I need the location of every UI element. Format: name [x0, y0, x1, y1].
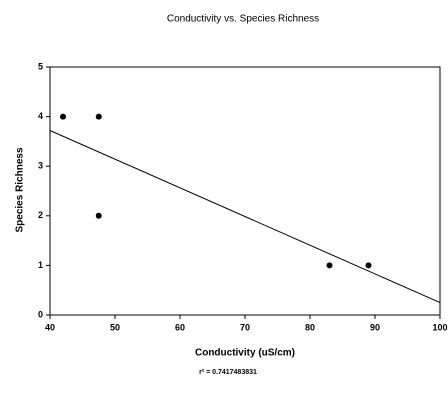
y-tick-label: 1 — [38, 260, 43, 270]
x-tick-label: 100 — [432, 322, 447, 332]
plot-frame — [49, 66, 441, 316]
y-tick-label: 4 — [38, 111, 43, 121]
point — [60, 113, 66, 120]
y-tick-label: 0 — [38, 309, 43, 319]
point — [95, 212, 102, 219]
point — [95, 113, 102, 120]
x-tick-label: 40 — [45, 322, 55, 332]
point — [326, 262, 333, 269]
y-tick-label: 3 — [38, 161, 43, 171]
x-tick-label: 90 — [370, 322, 380, 332]
trendline — [49, 130, 441, 304]
x-tick-label: 80 — [305, 322, 315, 332]
y-axis-label: Species Richness — [15, 147, 26, 232]
point — [365, 262, 372, 269]
x-tick-label: 70 — [240, 322, 250, 332]
y-tick-label: 2 — [38, 210, 43, 220]
x-tick-label: 50 — [110, 322, 120, 332]
y-tick-label: 5 — [38, 61, 43, 71]
x-tick-label: 60 — [175, 322, 185, 332]
x-axis-label: Conductivity (uS/cm) — [195, 348, 295, 359]
chart-title: Conductivity vs. Species Richness — [167, 14, 319, 25]
annotation: r² = 0.7417483831 — [199, 369, 257, 376]
